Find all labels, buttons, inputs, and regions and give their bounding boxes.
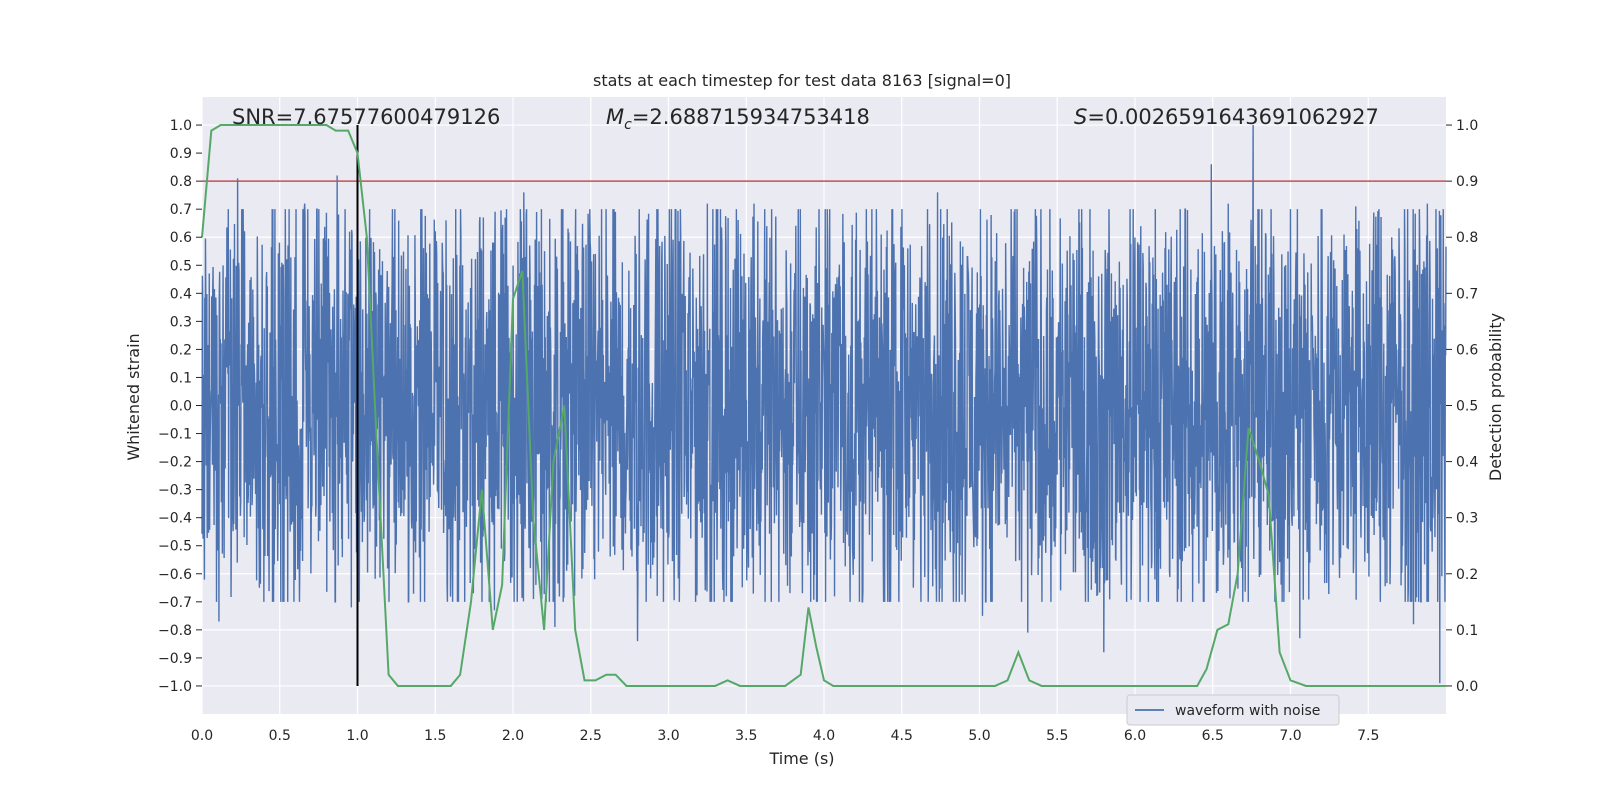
y-tick-label: −0.5 [158,539,192,555]
x-tick-label: 1.0 [346,728,368,744]
y2-tick-label: 0.5 [1456,399,1478,415]
y-tick-label: 0.2 [170,342,192,358]
y-tick-label: 1.0 [170,118,192,134]
y-tick-label: 0.8 [170,174,192,190]
legend-label-waveform: waveform with noise [1175,703,1320,719]
y-tick-label: −0.1 [158,427,192,443]
y2-tick-label: 0.9 [1456,174,1478,190]
s-label: S [1074,105,1087,129]
x-tick-label: 3.5 [735,728,757,744]
y2-axis-label: Detection probability [1486,313,1505,481]
y-tick-label: −0.7 [158,595,192,611]
chart-title: stats at each timestep for test data 816… [593,71,1011,90]
y-tick-label: 0.6 [170,230,192,246]
x-tick-label: 4.5 [891,728,913,744]
y2-tick-label: 1.0 [1456,118,1478,134]
x-tick-label: 0.0 [191,728,213,744]
x-tick-label: 7.0 [1279,728,1301,744]
y-tick-label: 0.4 [170,286,192,302]
x-axis-label: Time (s) [768,749,834,768]
y2-tick-label: 0.7 [1456,286,1478,302]
y2-tick-label: 0.4 [1456,455,1478,471]
tick-labels: 0.0 0.5 1.0 1.5 2.0 2.5 3.0 3.5 4.0 4.5 5.0 5.5 6.0 6… [158,118,1478,744]
x-tick-label: 1.5 [424,728,446,744]
x-tick-label: 6.0 [1124,728,1146,744]
y-tick-label: −0.9 [158,651,192,667]
mc-subscript: c [624,117,632,133]
x-tick-label: 4.0 [813,728,835,744]
y2-tick-label: 0.0 [1456,679,1478,695]
mc-label: M [606,105,624,129]
x-tick-label: 5.0 [968,728,990,744]
y-tick-label: 0.7 [170,202,192,218]
y-tick-label: −0.2 [158,455,192,471]
y-axis-label: Whitened strain [124,333,143,460]
y-tick-label: −0.6 [158,567,192,583]
legend: waveform with noise [1126,694,1340,726]
x-tick-label: 2.0 [502,728,524,744]
y-tick-label: −0.8 [158,623,192,639]
x-tick-label: 3.0 [657,728,679,744]
y-tick-label: 0.0 [170,399,192,415]
mc-annotation: Mc=2.688715934753418 [606,105,870,133]
y2-tick-label: 0.6 [1456,342,1478,358]
y-tick-label: 0.5 [170,258,192,274]
s-annotation: S=0.0026591643691062927 [1074,105,1379,129]
x-tick-label: 0.5 [269,728,291,744]
mc-value: =2.688715934753418 [632,105,870,129]
x-tick-label: 7.5 [1357,728,1379,744]
y2-tick-label: 0.3 [1456,511,1478,527]
y-tick-label: −0.4 [158,511,192,527]
x-tick-label: 6.5 [1202,728,1224,744]
snr-annotation: SNR=7.67577600479126 [232,105,500,129]
y-tick-label: −1.0 [158,679,192,695]
x-tick-label: 2.5 [580,728,602,744]
y-tick-label: 0.1 [170,370,192,386]
x-tick-label: 5.5 [1046,728,1068,744]
y-tick-label: 0.3 [170,314,192,330]
y-tick-label: −0.3 [158,483,192,499]
y2-tick-label: 0.8 [1456,230,1478,246]
legend-box [1126,694,1340,726]
y2-tick-label: 0.1 [1456,623,1478,639]
s-value: =0.0026591643691062927 [1087,105,1379,129]
y2-tick-label: 0.2 [1456,567,1478,583]
series-waveform-with-noise [201,125,1447,684]
series-detection-probability [201,124,1446,687]
y-tick-label: 0.9 [170,146,192,162]
